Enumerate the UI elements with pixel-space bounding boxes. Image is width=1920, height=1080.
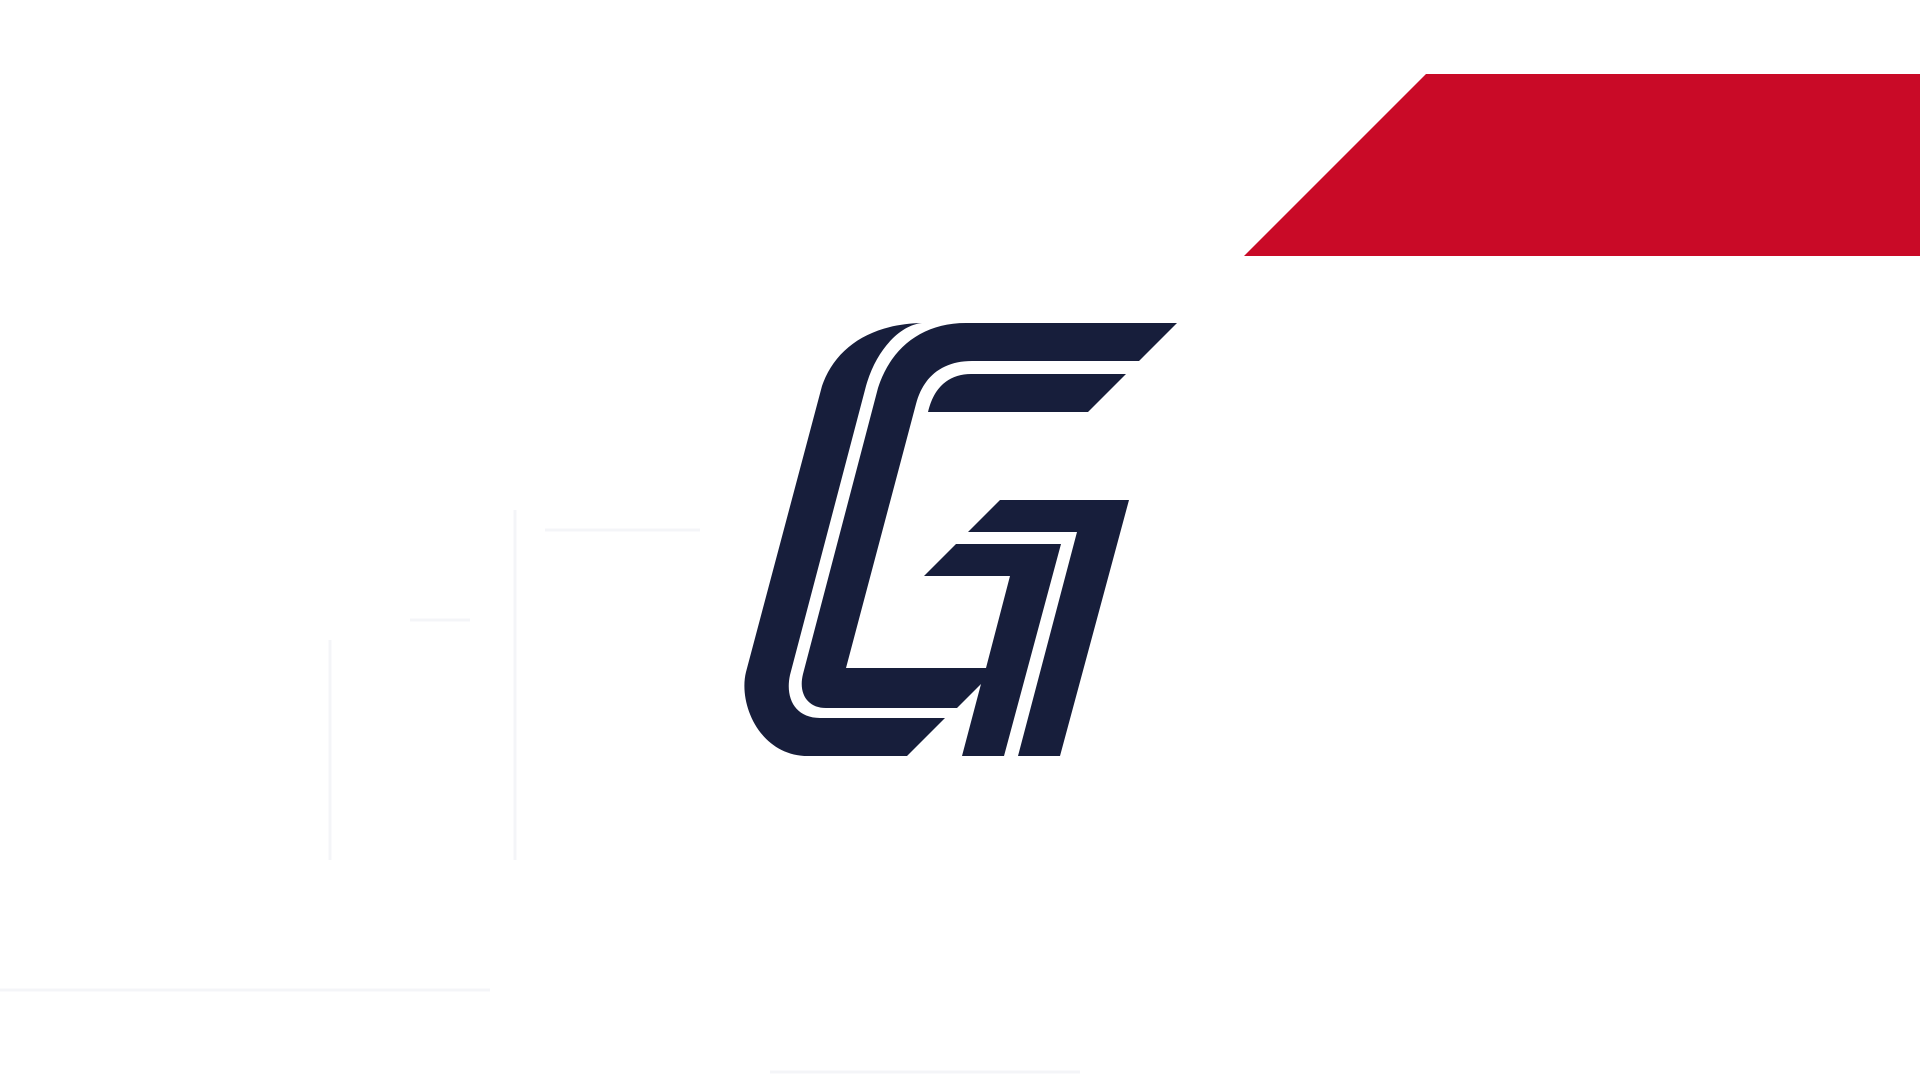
inner-g-stroke: [801, 323, 1177, 756]
red-banner-shape: [1244, 74, 1920, 256]
gg-monogram-icon: [744, 323, 1177, 756]
outer-g-stroke: [744, 323, 945, 756]
g-middle-bar: [928, 374, 1126, 412]
g-right-leg: [968, 500, 1129, 756]
